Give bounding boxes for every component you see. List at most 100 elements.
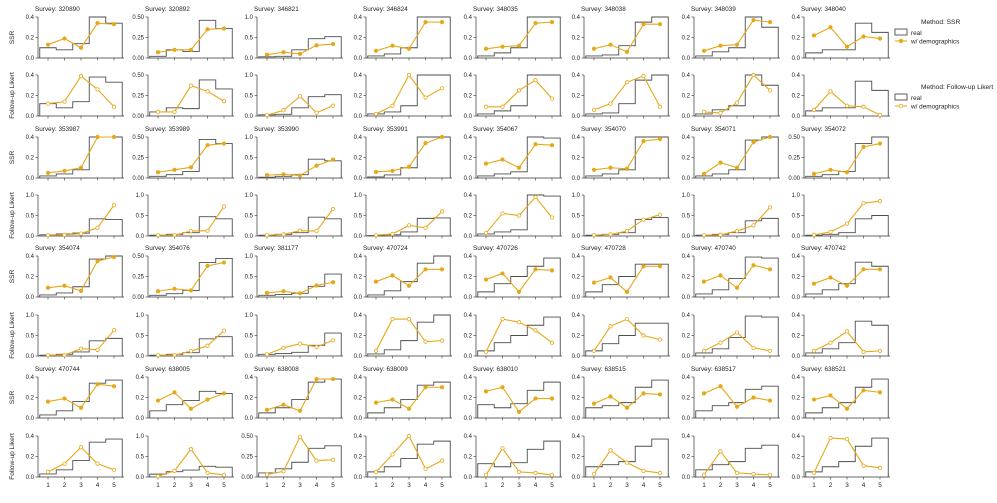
model-point [45,101,51,106]
model-point [45,469,51,474]
model-line [486,79,553,108]
y-tick-label: 0.0 [26,176,35,182]
ssr-panel: Survey: 346821 0.0 0.5 1.0 [245,6,343,62]
x-tick-label: 1 [702,482,706,489]
model-line [47,204,115,236]
panel-title: Survey: 638517 [691,366,736,373]
model-point [624,80,630,85]
model-line [813,200,881,236]
model-point [281,469,286,474]
followup-likert-panel: 0.0 0.5 1.0 [792,193,890,240]
model-point [861,34,866,39]
model-point [483,161,489,166]
ssr-panel: Survey: 470742 0.0 0.2 0.4 [792,245,890,301]
x-tick-label: 5 [878,482,882,489]
model-point [264,352,270,357]
model-point [877,267,883,272]
legend-model-marker [898,38,904,44]
y-tick-label: 0.4 [792,254,801,260]
x-tick-label: 2 [609,482,613,489]
model-line [375,318,443,352]
model-point [549,396,555,401]
model-point [624,49,630,54]
model-point [297,51,303,57]
y-tick-label: 0.5 [136,455,145,461]
model-point [62,396,67,401]
model-point [373,48,379,53]
real-histogram [477,257,561,297]
model-point [844,170,850,175]
model-point [734,228,740,234]
y-tick-label: 0.5 [26,214,35,220]
model-point [734,404,740,409]
ssr-panel: Survey: 638517 0.0 0.2 0.4 [682,366,780,422]
real-histogram [39,76,123,116]
y-tick-label: 0.0 [26,114,35,120]
panel-title: Survey: 354076 [145,245,190,252]
model-point [111,203,117,208]
real-histogram [695,444,779,477]
real-histogram [477,194,561,236]
model-point [423,225,428,230]
y-tick-label: 0.4 [26,73,35,79]
panel-title: Survey: 470742 [801,245,846,252]
followup-likert-panel: 0.0 0.2 0.4 [464,73,562,120]
model-point [861,104,866,109]
model-point [406,223,412,228]
model-point [701,171,707,176]
real-histogram [367,381,451,418]
model-point [533,78,538,83]
x-tick-label: 3 [517,482,521,489]
model-point [811,348,817,353]
y-tick-label: 0.0 [26,234,35,240]
model-point [62,461,67,466]
model-point [657,104,663,109]
model-point [718,43,723,48]
y-tick-label: 0.0 [682,176,691,182]
model-line [703,74,771,114]
model-point [861,463,866,468]
followup-likert-panel: 0.0 0.2 0.4 [354,313,452,360]
model-point [811,33,817,38]
panel-title: Survey: 470726 [473,245,518,252]
real-histogram [367,74,451,116]
y-tick-label: 0.0 [245,114,254,120]
model-point [500,104,505,109]
model-point [734,42,740,47]
y-tick-label: 1.0 [245,135,254,141]
model-line [703,264,771,289]
y-tick-label: 0.0 [572,354,581,360]
model-point [828,25,833,30]
ssr-panel: Survey: 353989 0.00 0.25 0.50 [132,126,234,182]
model-point [221,260,227,265]
model-point [95,259,100,264]
real-histogram [258,36,342,58]
y-tick-label: 0.0 [354,56,363,62]
real-histogram [805,215,889,236]
y-tick-label: 0.4 [572,375,581,381]
model-point [155,353,161,358]
model-point [718,110,723,116]
model-point [62,99,67,104]
x-tick-label: 2 [719,482,723,489]
model-point [877,141,883,146]
y-tick-label: 0.4 [682,15,691,21]
model-point [811,397,817,402]
model-point [844,406,850,411]
x-tick-label: 2 [173,482,177,489]
model-point [767,398,773,403]
x-tick-label: 3 [845,482,849,489]
model-point [373,111,379,117]
model-point [95,382,100,387]
row-label: SSR [9,150,16,164]
x-tick-label: 2 [829,482,833,489]
followup-likert-panel: 0.0 0.2 0.4 [792,73,890,120]
y-tick-label: 0.0 [464,416,473,422]
real-histogram [149,390,233,418]
real-histogram [477,16,561,58]
ssr-panel: Survey: 638515 0.0 0.2 0.4 [572,366,670,422]
model-point [549,340,555,345]
y-tick-label: 0.4 [354,313,363,319]
model-line [813,389,881,410]
